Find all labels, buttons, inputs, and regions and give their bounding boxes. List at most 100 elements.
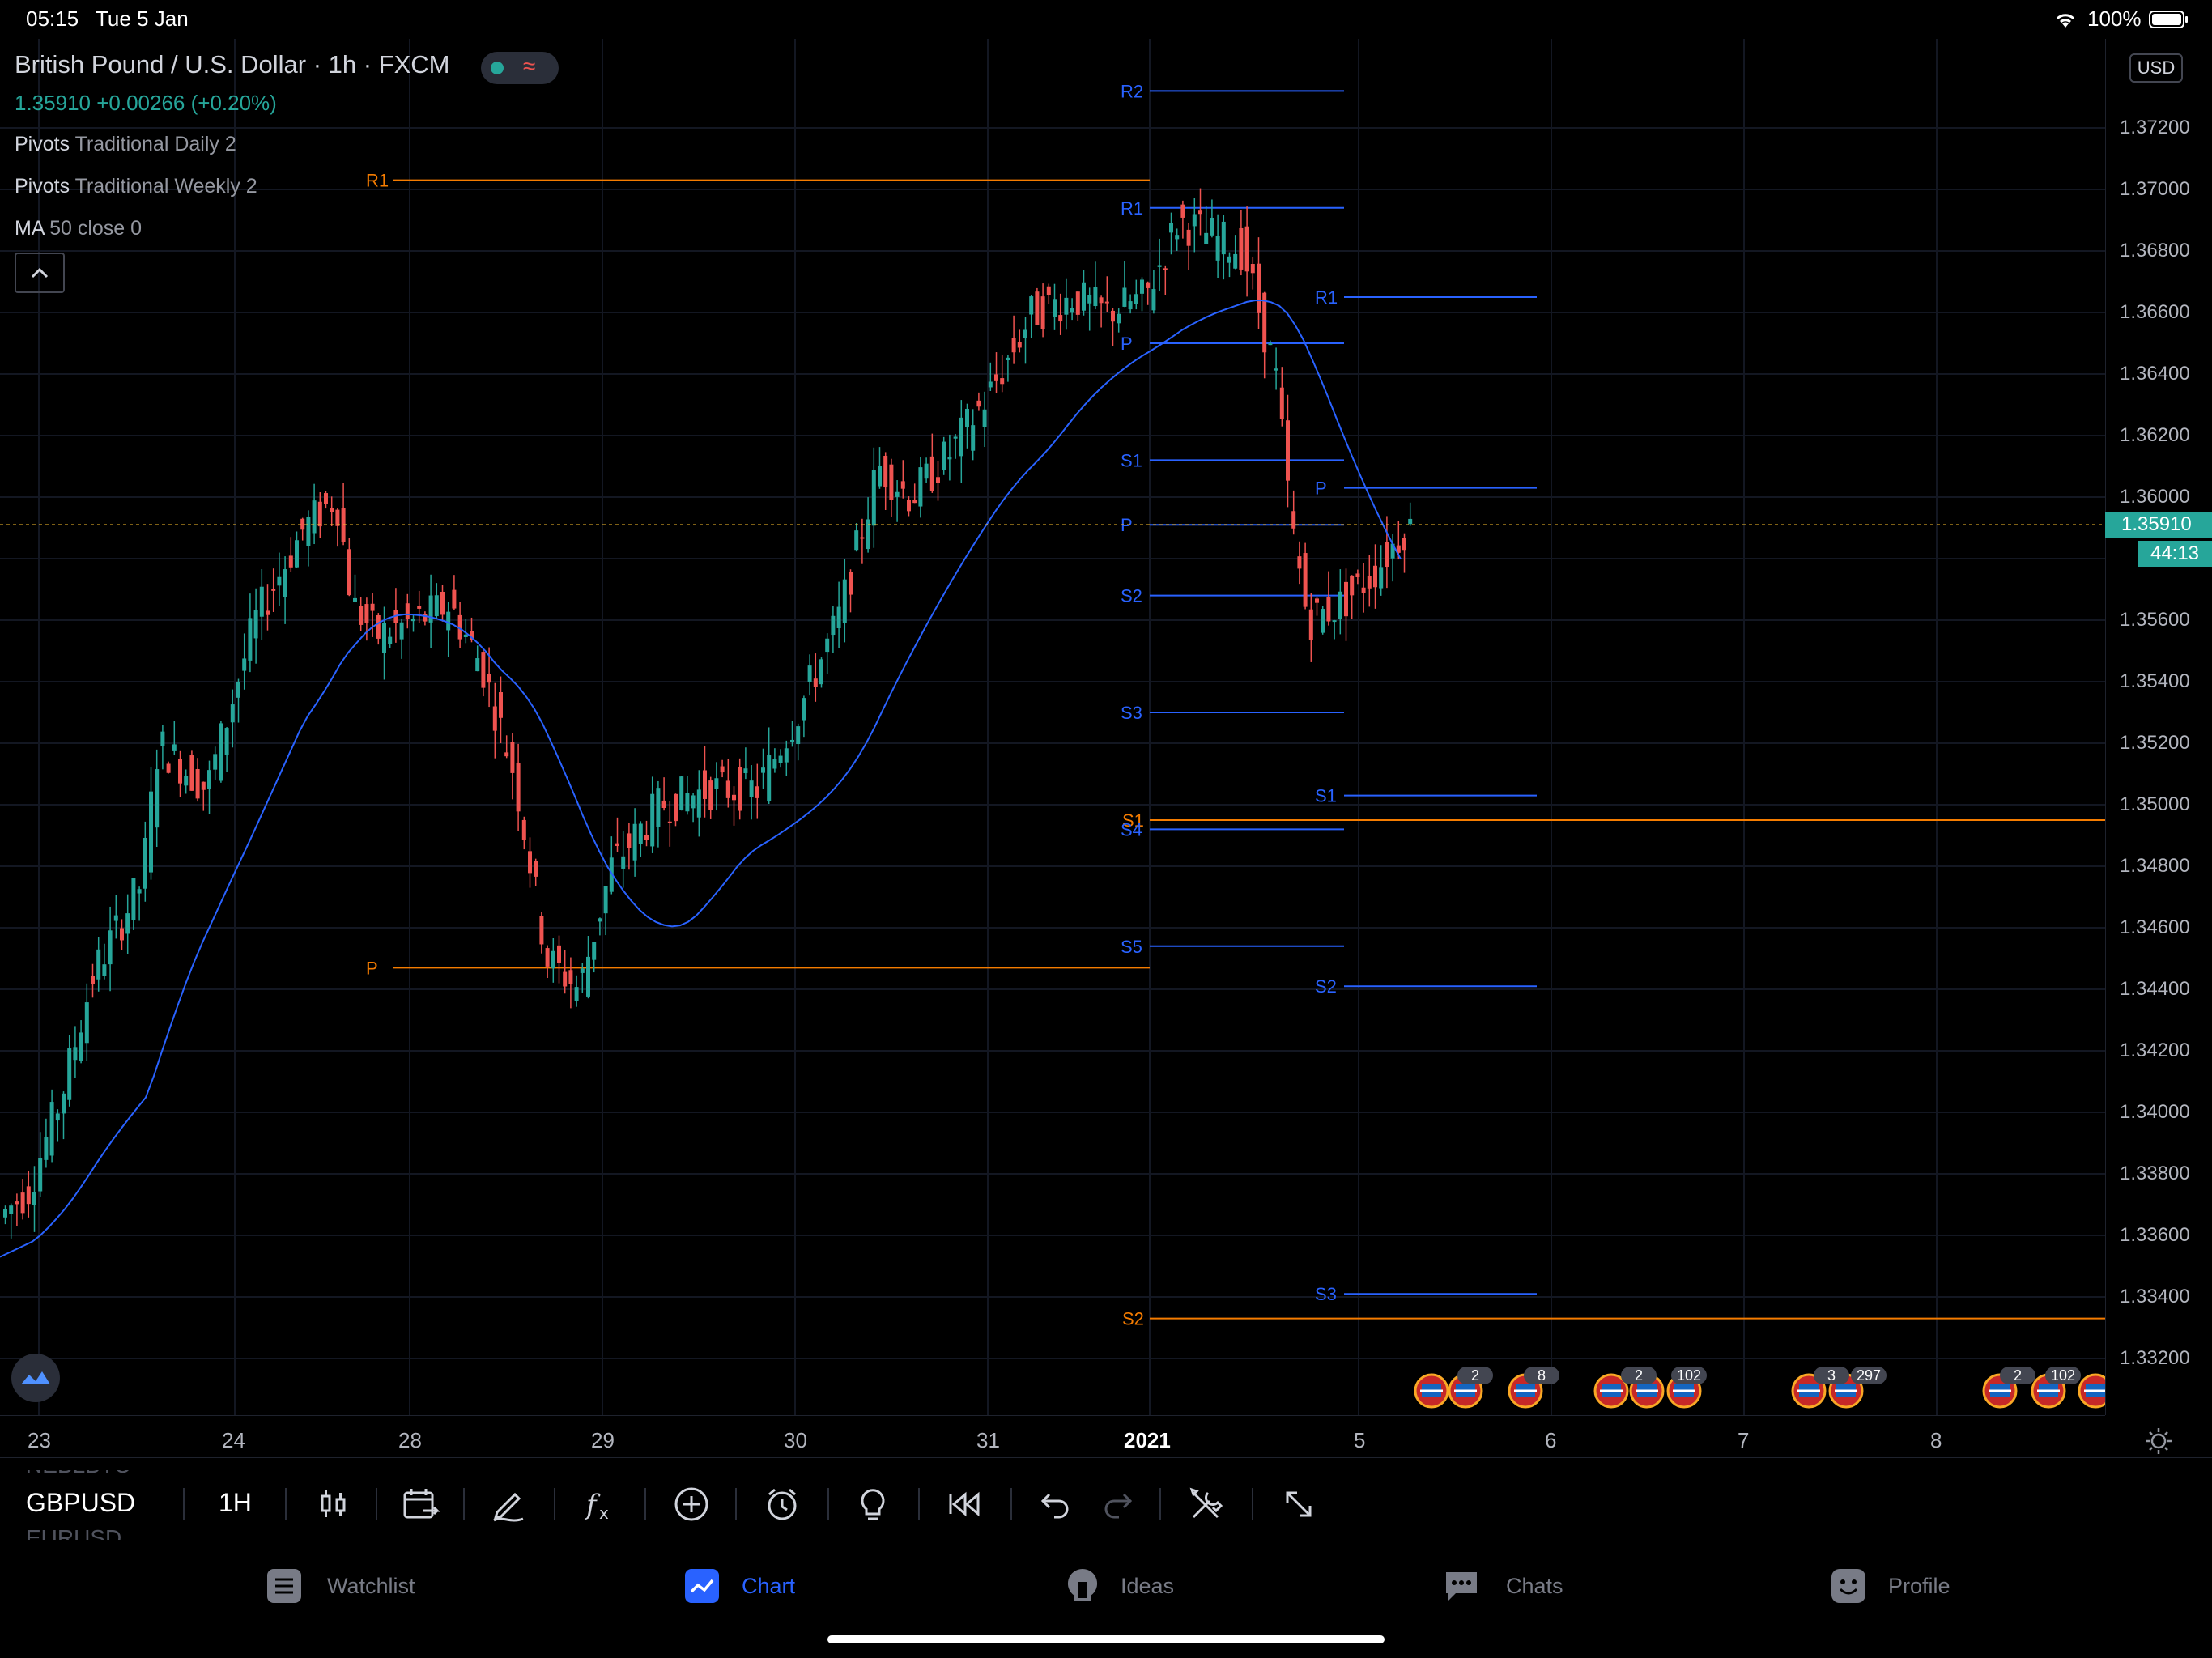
pivot-label: S1 [1122, 810, 1144, 831]
candle-body [178, 759, 182, 784]
lightbulb-icon[interactable] [850, 1482, 895, 1527]
candle-body [266, 610, 270, 615]
candle-body [300, 518, 305, 530]
candle-body [1262, 292, 1267, 353]
pivot-label: R2 [1121, 81, 1143, 101]
price-change: 1.35910 +0.00266 (+0.20%) [15, 91, 277, 115]
event-badges[interactable]: 2 8 2 102 3 297 2 102 [1414, 1367, 2105, 1409]
candle-body [842, 579, 847, 623]
tools-icon[interactable] [1184, 1482, 1229, 1527]
candle-body [382, 623, 386, 653]
symbol-prev[interactable]: NEBLBTC [26, 1452, 131, 1477]
event-count-badge: 297 [1851, 1367, 1887, 1384]
price-axis[interactable] [2105, 39, 2212, 1415]
candle-body [283, 569, 287, 597]
svg-text:102: 102 [2051, 1367, 2075, 1384]
price-axis-label: 1.33800 [2120, 1163, 2190, 1184]
candle-body [703, 770, 707, 799]
candle-body [236, 682, 240, 698]
candle-body [248, 618, 253, 661]
candle-body [708, 780, 713, 810]
candle-body [1373, 565, 1377, 588]
price-axis-label: 1.36200 [2120, 424, 2190, 446]
wifi-icon [2056, 14, 2075, 28]
price-axis-label: 1.36400 [2120, 363, 2190, 385]
indicator-ma[interactable]: MA 50 close 0 [15, 217, 142, 240]
collapse-legend-button[interactable] [15, 253, 65, 293]
candle-body [213, 754, 218, 770]
candle-body [644, 835, 649, 840]
candle-body [405, 603, 410, 619]
candle-body [38, 1158, 43, 1192]
settings-sun-icon[interactable] [2142, 1425, 2175, 1457]
candle-body [732, 794, 736, 801]
candle-body [755, 786, 759, 798]
candle-body [1239, 227, 1244, 270]
fullscreen-icon[interactable] [1276, 1482, 1321, 1527]
indicator-name: Pivots [15, 175, 70, 198]
candle-body [335, 509, 340, 526]
compare-calendar-icon[interactable] [398, 1482, 444, 1527]
candle-body [1210, 217, 1214, 236]
candle-body [609, 857, 614, 892]
candle-body [1087, 295, 1092, 304]
chart-canvas[interactable]: R1 P S1 S2 R2 R1 P S1 P S2 S3 S4 S5 R1 P S1 S2 S3 2 8 2 102 3… [0, 39, 2105, 1415]
pivot-label: R1 [366, 171, 389, 191]
alarm-clock-icon[interactable] [759, 1482, 805, 1527]
event-flag-icon[interactable] [1414, 1373, 1449, 1409]
price-axis-label: 1.35200 [2120, 732, 2190, 754]
candle-body [551, 950, 555, 969]
event-flag-icon[interactable] [1791, 1373, 1827, 1409]
pivot-lines: R1 P S1 S2 R2 R1 P S1 P S2 S3 S4 S5 R1 P S1 S2 S3 [366, 81, 2105, 1329]
svg-text:2: 2 [1471, 1367, 1479, 1384]
price-axis-label: 1.34000 [2120, 1101, 2190, 1123]
market-status-toggle[interactable]: ≈ [481, 52, 559, 84]
chart-icon [685, 1569, 719, 1603]
indicator-pivots-weekly[interactable]: Pivots Traditional Weekly 2 [15, 175, 257, 198]
candle-body [598, 918, 602, 922]
candle-body [1379, 567, 1384, 589]
candle-body [965, 408, 969, 428]
add-icon[interactable] [669, 1482, 714, 1527]
candle-body [452, 589, 457, 609]
candle-body [160, 731, 165, 746]
candle-body [1286, 420, 1290, 481]
candle-body [446, 611, 451, 631]
candle-body [790, 739, 794, 742]
candle-body [580, 968, 585, 973]
candle-body [26, 1186, 31, 1205]
event-count-badge: 102 [1671, 1367, 1707, 1384]
undo-icon[interactable] [1033, 1482, 1078, 1527]
currency-button[interactable]: USD [2129, 53, 2183, 83]
candle-body [836, 606, 841, 629]
candles-icon[interactable] [311, 1482, 356, 1527]
candle-body [312, 500, 317, 534]
pen-icon[interactable] [486, 1482, 531, 1527]
candle-body [207, 770, 211, 789]
candle-body [1099, 297, 1104, 304]
candle-body [1117, 313, 1121, 324]
candle-body [15, 1201, 19, 1205]
candle-body [539, 916, 544, 945]
toolbar-separator [644, 1488, 646, 1520]
pivot-label: P [366, 958, 378, 978]
replay-rewind-icon[interactable] [942, 1482, 988, 1527]
time-axis[interactable] [0, 1415, 2105, 1458]
candle-body [3, 1209, 7, 1218]
event-flag-icon[interactable] [1593, 1373, 1629, 1409]
candle-body [1082, 282, 1086, 311]
timeframe-button[interactable]: 1H [219, 1488, 252, 1517]
candle-body [411, 619, 415, 622]
symbol-title[interactable]: British Pound / U.S. Dollar · 1h · FXCM [15, 50, 450, 79]
candle-body [1040, 296, 1045, 329]
event-flag-icon[interactable] [2078, 1373, 2105, 1409]
candle-body [1308, 609, 1313, 640]
symbol-picker[interactable]: GBPUSD [26, 1488, 136, 1517]
tradingview-logo-button[interactable] [11, 1354, 60, 1402]
toolbar-separator [376, 1488, 377, 1520]
symbol-next[interactable]: EURUSD [26, 1525, 122, 1550]
indicator-pivots-daily[interactable]: Pivots Traditional Daily 2 [15, 133, 236, 156]
redo-icon[interactable] [1095, 1482, 1140, 1527]
price-axis-label: 1.37200 [2120, 117, 2190, 138]
